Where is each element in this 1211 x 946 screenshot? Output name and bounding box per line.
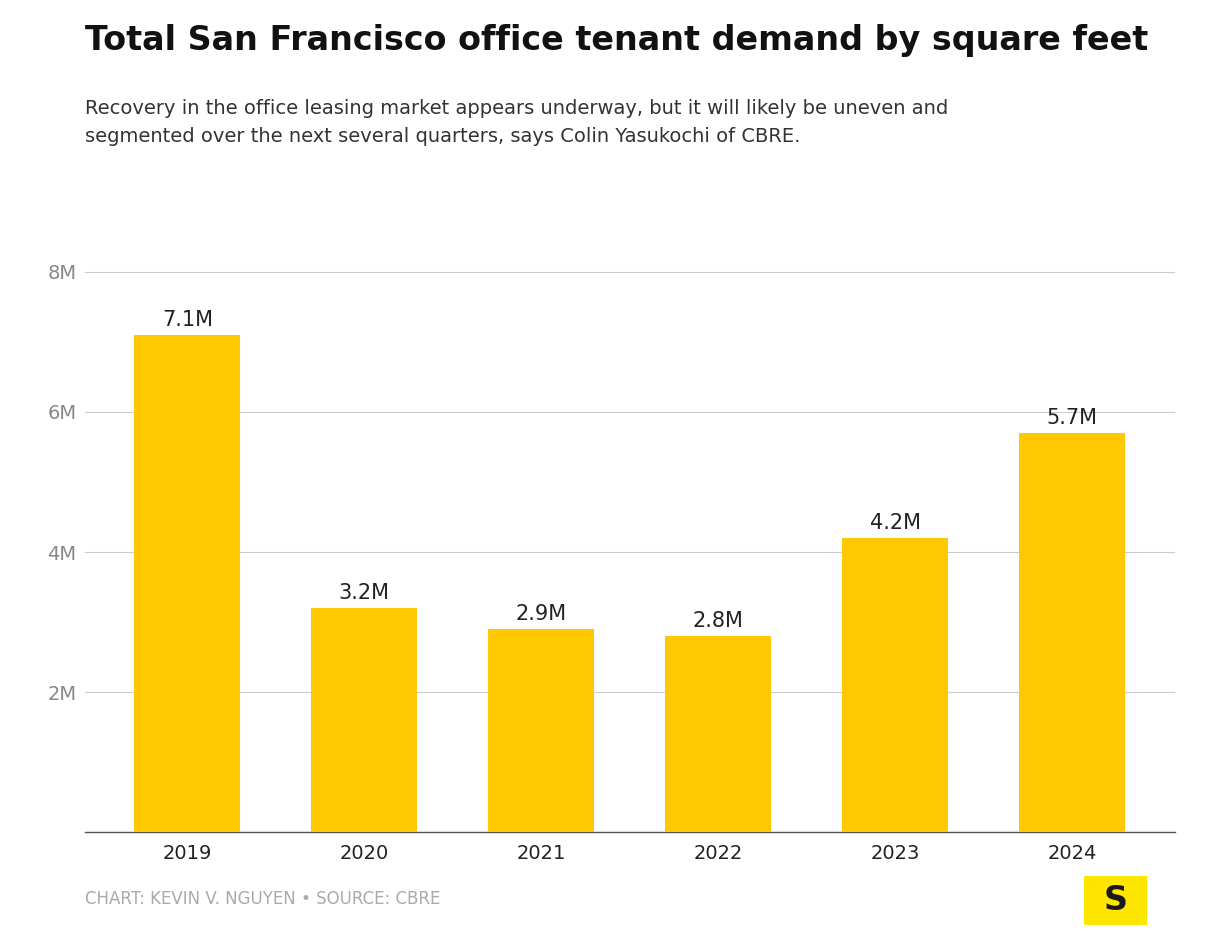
Text: S: S	[1103, 885, 1127, 917]
Text: 5.7M: 5.7M	[1046, 408, 1097, 428]
Bar	[1018, 433, 1125, 832]
Text: Total San Francisco office tenant demand by square feet: Total San Francisco office tenant demand…	[85, 24, 1148, 57]
Text: 7.1M: 7.1M	[162, 309, 213, 330]
Text: Recovery in the office leasing market appears underway, but it will likely be un: Recovery in the office leasing market ap…	[85, 99, 948, 147]
Text: 2.8M: 2.8M	[693, 611, 744, 631]
Bar	[311, 608, 418, 832]
Bar	[488, 629, 595, 832]
Text: 4.2M: 4.2M	[869, 513, 920, 534]
Text: 3.2M: 3.2M	[339, 583, 390, 604]
Bar	[842, 538, 948, 832]
Text: CHART: KEVIN V. NGUYEN • SOURCE: CBRE: CHART: KEVIN V. NGUYEN • SOURCE: CBRE	[85, 889, 440, 908]
Text: 2.9M: 2.9M	[516, 604, 567, 624]
Bar	[134, 335, 241, 832]
Bar	[665, 636, 771, 832]
